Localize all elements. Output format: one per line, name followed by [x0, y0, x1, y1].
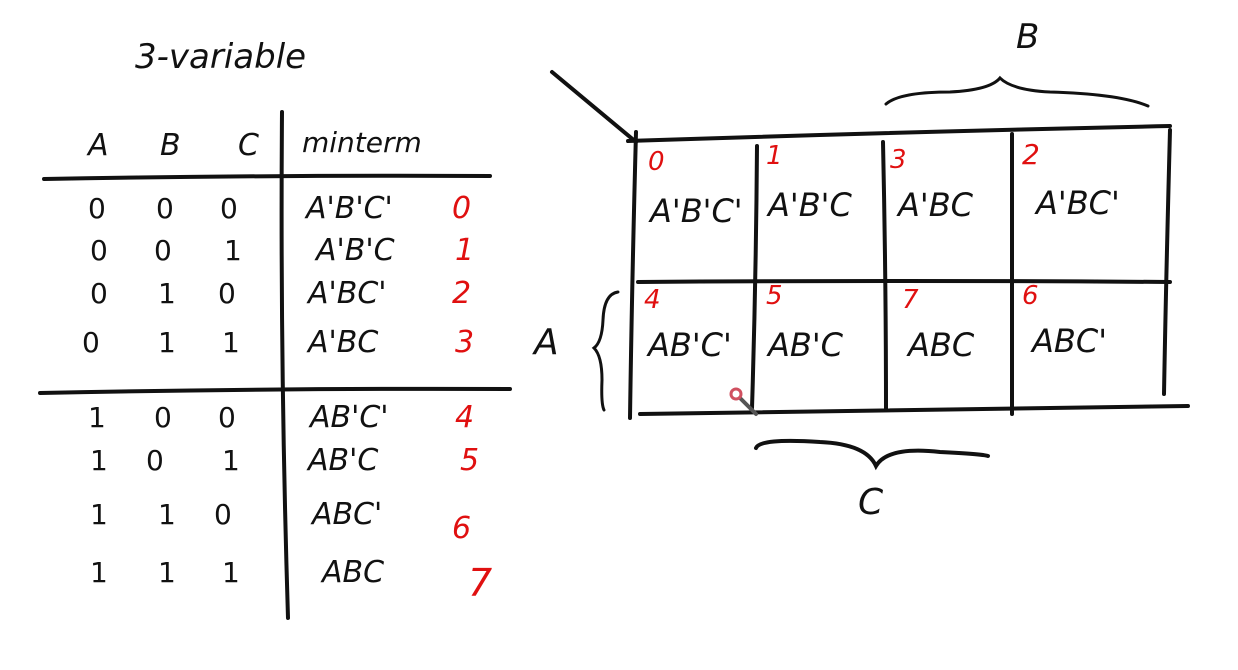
kmap-bottom-line [638, 404, 1190, 416]
cell-index: 4 [644, 285, 661, 315]
cell-term: A'B'C' [648, 192, 743, 230]
cell-b: 0 [154, 401, 172, 434]
kmap-cell: 1 A'B'C [766, 141, 852, 224]
cell-c: 1 [222, 444, 240, 477]
header-b: B [160, 128, 181, 163]
cell-b: 0 [146, 444, 164, 477]
table-row: 1 1 0 ABC' 6 [90, 497, 471, 546]
header-minterm: minterm [302, 126, 422, 159]
kmap-cell: 4 AB'C' [644, 285, 732, 364]
minterm-index: 5 [460, 443, 479, 478]
minterm-index: 1 [455, 233, 474, 268]
kmap-cell: 5 AB'C [766, 281, 844, 364]
kmap-label-a: A [532, 322, 559, 363]
cell-b: 1 [158, 498, 176, 531]
cell-minterm: A'B'C [314, 233, 395, 268]
kmap-mid-line [636, 279, 1172, 284]
minterm-index: 0 [452, 191, 471, 226]
pen-cursor-icon [729, 387, 758, 416]
cell-index: 7 [902, 285, 919, 315]
kmap-col-line [881, 140, 888, 412]
cell-c: 1 [224, 234, 242, 267]
kmap-right-line [1162, 128, 1172, 396]
cell-a: 1 [90, 556, 108, 589]
table-row: 1 0 0 AB'C' 4 [88, 400, 474, 435]
cell-minterm: A'BC' [306, 276, 387, 311]
cell-index: 2 [1022, 138, 1040, 171]
cell-a: 1 [90, 498, 108, 531]
cell-minterm: A'B'C' [304, 191, 393, 226]
table-header-line [42, 173, 492, 181]
table-vertical-line [279, 110, 290, 620]
cell-c: 0 [218, 401, 236, 434]
cell-minterm: AB'C' [308, 400, 389, 435]
table-row: 0 0 0 A'B'C' 0 [88, 191, 471, 226]
kmap-c-brace [754, 438, 990, 471]
cell-c: 0 [220, 192, 238, 225]
truth-table: A B C minterm 0 0 0 A'B'C' 0 0 0 1 A'B'C… [38, 110, 512, 620]
cell-c: 0 [218, 277, 236, 310]
kmap-b-brace [884, 75, 1150, 108]
cell-term: AB'C [766, 326, 844, 364]
cell-a: 0 [82, 326, 100, 359]
kmap-cell: 7 ABC [902, 285, 975, 364]
cell-minterm: ABC' [310, 497, 382, 532]
table-row: 0 1 0 A'BC' 2 [90, 276, 471, 311]
header-a: A [86, 128, 109, 163]
kmap-top-line [626, 124, 1172, 143]
kmap-cell: 2 A'BC' [1022, 138, 1120, 222]
karnaugh-map: B A C 0 A'B'C' 1 A'B'C 3 A'BC 2 A'B [532, 17, 1190, 523]
kmap-label-b: B [1016, 17, 1039, 57]
kmap-left-line [628, 130, 638, 420]
minterm-index: 4 [455, 400, 474, 435]
kmap-a-brace [591, 290, 620, 412]
cell-c: 1 [222, 556, 240, 589]
kmap-label-c: C [858, 482, 884, 523]
kmap-corner-diagonal [550, 70, 638, 144]
cell-term: A'BC' [1034, 184, 1120, 222]
cell-b: 0 [156, 192, 174, 225]
cell-c: 0 [214, 498, 232, 531]
cell-term: ABC [906, 326, 975, 364]
cell-minterm: ABC [320, 555, 384, 590]
minterm-index: 3 [455, 325, 474, 360]
cell-index: 0 [648, 147, 665, 177]
table-mid-line [38, 386, 512, 395]
kmap-cell: 3 A'BC [890, 145, 974, 224]
table-row: 1 1 1 ABC 7 [90, 555, 492, 605]
cell-term: ABC' [1030, 322, 1107, 360]
cell-b: 1 [158, 277, 176, 310]
minterm-index: 7 [468, 561, 492, 605]
minterm-index: 6 [452, 511, 471, 546]
kmap-cell: 0 A'B'C' [648, 147, 743, 230]
cell-index: 6 [1022, 281, 1039, 311]
cell-c: 1 [222, 326, 240, 359]
cell-a: 1 [90, 444, 108, 477]
cell-index: 1 [766, 141, 783, 171]
kmap-col-line [750, 144, 759, 410]
cell-term: AB'C' [646, 326, 732, 364]
cell-term: A'BC [896, 186, 974, 224]
cell-a: 1 [88, 401, 106, 434]
table-row: 0 1 1 A'BC 3 [82, 325, 474, 360]
cell-minterm: AB'C [306, 443, 378, 478]
cell-b: 1 [158, 556, 176, 589]
table-row: 0 0 1 A'B'C 1 [90, 233, 474, 268]
cell-term: A'B'C [766, 186, 852, 224]
cell-b: 0 [154, 234, 172, 267]
cell-a: 0 [88, 192, 106, 225]
cell-a: 0 [90, 277, 108, 310]
minterm-index: 2 [452, 276, 471, 311]
cell-minterm: A'BC [306, 325, 378, 360]
kmap-cell: 6 ABC' [1022, 281, 1107, 360]
header-c: C [238, 128, 259, 163]
cell-index: 5 [766, 281, 783, 311]
table-row: 1 0 1 AB'C 5 [90, 443, 479, 478]
page-title: 3-variable [135, 37, 306, 77]
cell-a: 0 [90, 234, 108, 267]
cell-index: 3 [890, 145, 907, 175]
cell-b: 1 [158, 326, 176, 359]
